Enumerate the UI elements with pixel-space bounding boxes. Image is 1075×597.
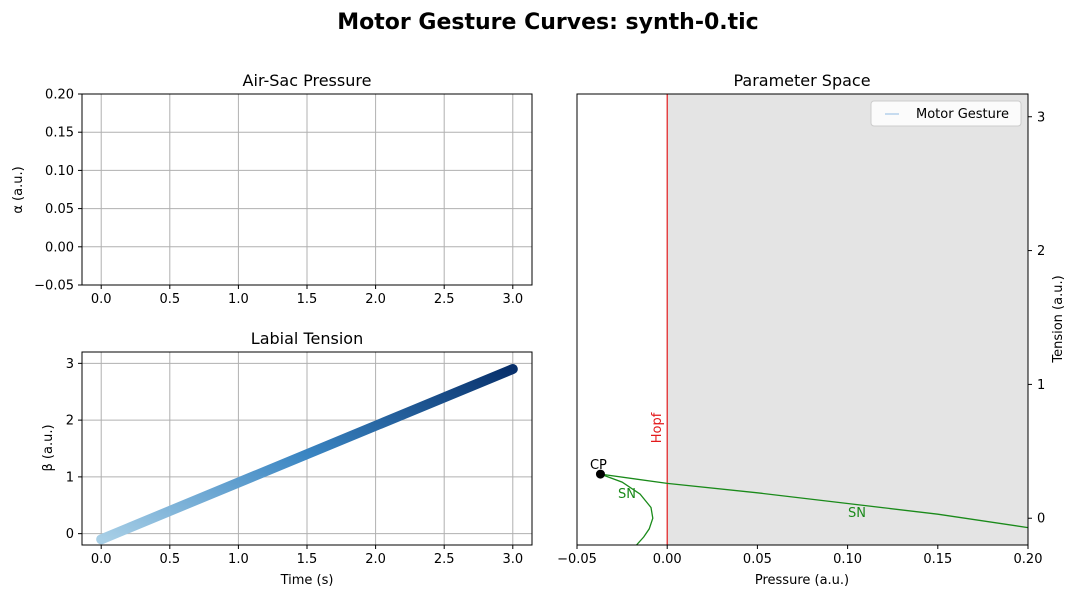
hopf-label: Hopf <box>650 412 665 443</box>
param-xtick-label: −0.05 <box>557 552 597 567</box>
figure-title: Motor Gesture Curves: synth-0.tic <box>337 10 758 35</box>
alpha-ylabel: α (a.u.) <box>11 166 26 213</box>
alpha-ytick-label: 0.00 <box>45 240 74 255</box>
alpha-ytick-label: 0.15 <box>45 126 74 141</box>
legend-box <box>870 100 1022 127</box>
param-ytick-label: 2 <box>1037 244 1045 259</box>
alpha-xtick-label: 0.5 <box>159 292 180 307</box>
param-ytick-label: 3 <box>1037 110 1045 125</box>
beta-marks <box>96 364 518 545</box>
beta-panel: Labial Tension 0.0 0.5 1.0 1.5 2.0 2.5 3.0 0 1 2… <box>41 329 533 588</box>
param-ytick-label: 0 <box>1037 512 1045 527</box>
param-panel: Parameter Space −0.05 0.00 0.05 0.10 0.15 0.2… <box>557 71 1066 588</box>
sn-lower-curve <box>600 473 654 545</box>
alpha-title: Air-Sac Pressure <box>243 71 372 90</box>
alpha-grid <box>82 93 532 286</box>
beta-ytick-label: 3 <box>66 357 74 372</box>
oscillation-region <box>667 94 1028 545</box>
beta-xtick-label: 1.0 <box>228 552 249 567</box>
beta-xtick-label: 2.0 <box>365 552 386 567</box>
beta-xtick-label: 0.5 <box>159 552 180 567</box>
param-ytick-label: 1 <box>1037 378 1045 393</box>
alpha-ytick-label: −0.05 <box>34 279 74 294</box>
param-xtick-label: 0.00 <box>653 552 682 567</box>
param-xtick-label: 0.15 <box>923 552 952 567</box>
alpha-ytick-label: 0.20 <box>45 88 74 103</box>
beta-scatter-trace <box>96 364 518 545</box>
alpha-yticks: −0.05 0.00 0.05 0.10 0.15 0.20 <box>34 88 82 294</box>
param-plot <box>600 94 1028 545</box>
beta-ytick-label: 2 <box>66 414 74 429</box>
beta-ylabel: β (a.u.) <box>41 424 56 471</box>
param-title: Parameter Space <box>733 71 870 90</box>
legend: Motor Gesture <box>870 100 1022 127</box>
param-xlabel: Pressure (a.u.) <box>755 573 849 588</box>
param-xtick-label: 0.10 <box>833 552 862 567</box>
alpha-xtick-label: 2.0 <box>365 292 386 307</box>
param-axes-frame <box>576 93 1029 546</box>
param-xtick-label: 0.20 <box>1014 552 1043 567</box>
legend-label: Motor Gesture <box>916 107 1009 122</box>
param-xtick-label: 0.05 <box>743 552 772 567</box>
param-ylabel: Tension (a.u.) <box>1051 275 1066 363</box>
beta-xtick-label: 1.5 <box>297 552 318 567</box>
beta-title: Labial Tension <box>251 329 363 348</box>
sn-label-left: SN <box>618 487 636 502</box>
param-xticks: −0.05 0.00 0.05 0.10 0.15 0.20 <box>557 545 1042 567</box>
sn-label-right: SN <box>848 506 866 521</box>
beta-xtick-label: 0.0 <box>91 552 112 567</box>
beta-xlabel: Time (s) <box>280 573 334 588</box>
beta-yticks: 0 1 2 3 <box>66 357 82 542</box>
alpha-panel: Air-Sac Pressure 0.0 0.5 1.0 1.5 2.0 2.5 3.0 −… <box>11 71 533 307</box>
alpha-xtick-label: 1.5 <box>297 292 318 307</box>
cusp-point-marker <box>595 469 605 479</box>
alpha-xtick-label: 3.0 <box>502 292 523 307</box>
param-yticks: 0 1 2 3 <box>1028 110 1045 527</box>
param-annotations: CP Hopf SN SN <box>590 412 866 521</box>
beta-xtick-label: 3.0 <box>502 552 523 567</box>
beta-xticks: 0.0 0.5 1.0 1.5 2.0 2.5 3.0 <box>91 545 523 567</box>
alpha-xticks: 0.0 0.5 1.0 1.5 2.0 2.5 3.0 <box>91 285 523 307</box>
beta-ytick-label: 1 <box>66 470 74 485</box>
alpha-xtick-label: 0.0 <box>91 292 112 307</box>
beta-ytick-label: 0 <box>66 527 74 542</box>
beta-xtick-label: 2.5 <box>434 552 455 567</box>
alpha-xtick-label: 1.0 <box>228 292 249 307</box>
alpha-ytick-label: 0.10 <box>45 164 74 179</box>
alpha-xtick-label: 2.5 <box>434 292 455 307</box>
cusp-point-label: CP <box>590 458 607 473</box>
alpha-ytick-label: 0.05 <box>45 202 74 217</box>
sn-upper-curve <box>600 473 1028 529</box>
